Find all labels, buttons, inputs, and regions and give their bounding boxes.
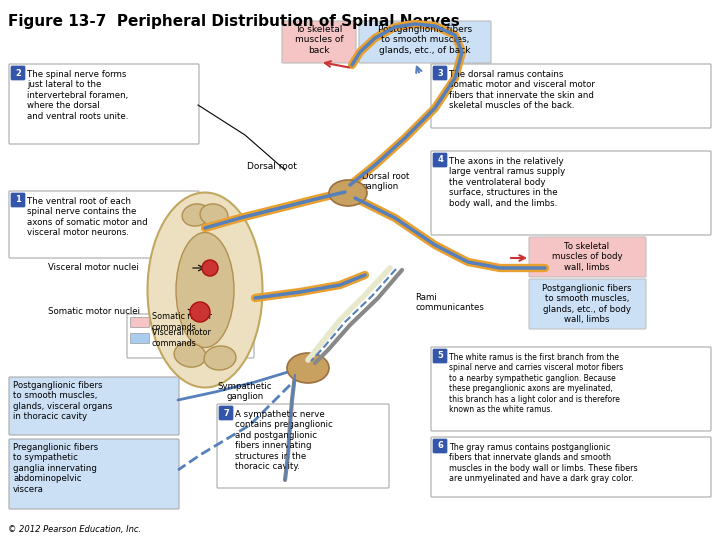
Text: The spinal nerve forms
just lateral to the
intervertebral foramen,
where the dor: The spinal nerve forms just lateral to t… [27,70,128,120]
Text: Somatic motor nuclei: Somatic motor nuclei [48,307,140,316]
Text: The dorsal ramus contains
somatic motor and visceral motor
fibers that innervate: The dorsal ramus contains somatic motor … [449,70,595,110]
FancyBboxPatch shape [433,153,447,167]
Text: To skeletal
muscles of
back: To skeletal muscles of back [294,25,343,55]
Text: Dorsal root: Dorsal root [247,162,297,171]
FancyBboxPatch shape [433,349,447,363]
FancyBboxPatch shape [11,66,25,80]
Ellipse shape [329,180,367,206]
Ellipse shape [176,233,234,348]
Ellipse shape [287,353,329,383]
Text: Preganglionic fibers
to sympathetic
ganglia innervating
abdominopelvic
viscera: Preganglionic fibers to sympathetic gang… [13,443,98,494]
FancyBboxPatch shape [11,193,25,207]
FancyBboxPatch shape [217,404,389,488]
Ellipse shape [148,192,263,388]
Ellipse shape [200,204,228,226]
FancyBboxPatch shape [130,334,150,343]
FancyBboxPatch shape [529,279,646,329]
FancyBboxPatch shape [359,21,491,63]
FancyBboxPatch shape [529,237,646,277]
Text: A sympathetic nerve
contains preganglionic
and postganglionic
fibers innervating: A sympathetic nerve contains preganglion… [235,410,333,471]
Text: The gray ramus contains postganglionic
fibers that innervate glands and smooth
m: The gray ramus contains postganglionic f… [449,443,638,483]
Text: 1: 1 [15,195,21,205]
Text: 5: 5 [437,352,443,361]
Circle shape [202,260,218,276]
Text: Postganglionic fibers
to smooth muscles,
glands, visceral organs
in thoracic cav: Postganglionic fibers to smooth muscles,… [13,381,112,421]
Text: Rami
communicantes: Rami communicantes [415,293,484,313]
FancyBboxPatch shape [433,66,447,80]
FancyBboxPatch shape [431,437,711,497]
Text: Visceral motor
commands: Visceral motor commands [152,328,211,348]
Text: The axons in the relatively
large ventral ramus supply
the ventrolateral body
su: The axons in the relatively large ventra… [449,157,565,207]
Ellipse shape [182,204,210,226]
Text: 6: 6 [437,442,443,450]
Ellipse shape [204,346,236,370]
Text: The ventral root of each
spinal nerve contains the
axons of somatic motor and
vi: The ventral root of each spinal nerve co… [27,197,148,237]
FancyBboxPatch shape [431,64,711,128]
FancyBboxPatch shape [219,406,233,420]
Text: © 2012 Pearson Education, Inc.: © 2012 Pearson Education, Inc. [8,525,141,534]
FancyBboxPatch shape [9,191,199,258]
FancyBboxPatch shape [282,21,356,63]
FancyBboxPatch shape [9,64,199,144]
Text: 3: 3 [437,69,443,78]
Text: Figure 13-7  Peripheral Distribution of Spinal Nerves: Figure 13-7 Peripheral Distribution of S… [8,14,460,29]
Text: Dorsal root
ganglion: Dorsal root ganglion [362,172,410,191]
Text: Somatic motor
commands: Somatic motor commands [152,312,212,332]
Circle shape [190,302,210,322]
Text: The white ramus is the first branch from the
spinal nerve and carries visceral m: The white ramus is the first branch from… [449,353,624,414]
Text: 7: 7 [223,408,229,417]
FancyBboxPatch shape [127,314,254,358]
Ellipse shape [174,343,206,367]
FancyBboxPatch shape [433,439,447,453]
Text: 2: 2 [15,69,21,78]
Text: To skeletal
muscles of body
wall, limbs: To skeletal muscles of body wall, limbs [552,242,622,272]
FancyBboxPatch shape [130,318,150,327]
FancyBboxPatch shape [9,377,179,435]
Text: Sympathetic
ganglion: Sympathetic ganglion [217,382,272,401]
Text: 4: 4 [437,156,443,165]
FancyBboxPatch shape [431,347,711,431]
Text: Visceral motor nuclei: Visceral motor nuclei [48,264,139,273]
Text: Postganglionic fibers
to smooth muscles,
glands, etc., of body
wall, limbs: Postganglionic fibers to smooth muscles,… [542,284,631,324]
FancyBboxPatch shape [9,439,179,509]
Text: Postganglionic fibers
to smooth muscles,
glands, etc., of back: Postganglionic fibers to smooth muscles,… [378,25,472,55]
FancyBboxPatch shape [431,151,711,235]
